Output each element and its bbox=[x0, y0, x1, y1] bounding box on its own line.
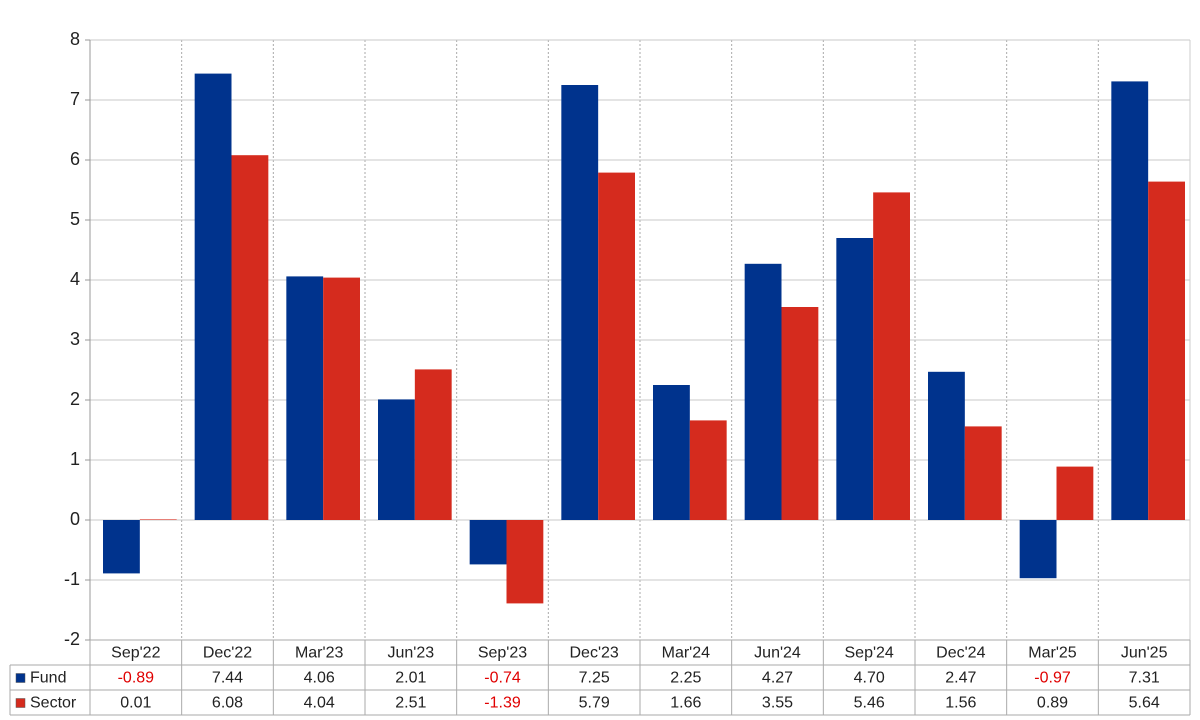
data-label: 2.51 bbox=[395, 695, 426, 712]
x-tick-label: Mar'23 bbox=[295, 645, 344, 662]
legend-swatch bbox=[15, 698, 26, 708]
bar bbox=[1019, 520, 1057, 579]
legend-label: Sector bbox=[30, 695, 77, 712]
bar bbox=[506, 520, 544, 604]
data-label: 2.47 bbox=[945, 670, 976, 687]
data-label: -1.39 bbox=[484, 695, 521, 712]
bar bbox=[286, 276, 324, 520]
bar bbox=[378, 399, 415, 520]
y-tick-label: 7 bbox=[70, 89, 80, 109]
x-tick-label: Dec'24 bbox=[936, 645, 985, 662]
x-tick-label: Sep'24 bbox=[845, 645, 894, 662]
bar bbox=[598, 172, 635, 520]
bar bbox=[231, 155, 269, 520]
bar bbox=[561, 85, 599, 520]
data-label: 5.46 bbox=[854, 695, 885, 712]
bar bbox=[836, 238, 874, 520]
data-label: -0.89 bbox=[118, 670, 155, 687]
bar bbox=[653, 385, 690, 520]
bar bbox=[781, 307, 819, 520]
legend-swatch bbox=[15, 673, 26, 683]
bar bbox=[414, 369, 452, 520]
x-tick-label: Dec'23 bbox=[570, 645, 619, 662]
x-tick-label: Mar'25 bbox=[1028, 645, 1077, 662]
x-tick-label: Dec'22 bbox=[203, 645, 252, 662]
x-tick-label: Jun'23 bbox=[388, 645, 435, 662]
y-tick-label: 0 bbox=[70, 509, 80, 529]
data-label: 4.04 bbox=[304, 695, 335, 712]
data-label: 5.64 bbox=[1129, 695, 1160, 712]
data-label: 0.89 bbox=[1037, 695, 1068, 712]
data-label: 1.56 bbox=[945, 695, 976, 712]
bar bbox=[873, 192, 910, 520]
data-label: 7.25 bbox=[579, 670, 610, 687]
data-label: -0.97 bbox=[1034, 670, 1071, 687]
y-tick-label: 8 bbox=[70, 29, 80, 49]
bar bbox=[1056, 466, 1094, 520]
data-label: 2.25 bbox=[670, 670, 701, 687]
x-tick-label: Jun'24 bbox=[754, 645, 801, 662]
bar bbox=[964, 426, 1002, 520]
legend-label: Fund bbox=[30, 670, 66, 687]
bar bbox=[469, 520, 507, 565]
data-label: 3.55 bbox=[762, 695, 793, 712]
y-tick-label: -2 bbox=[64, 629, 80, 649]
bar bbox=[1111, 81, 1149, 521]
bar bbox=[323, 277, 360, 520]
bar bbox=[139, 519, 177, 520]
data-label: 6.08 bbox=[212, 695, 243, 712]
data-label: 1.66 bbox=[670, 695, 701, 712]
y-tick-label: 5 bbox=[70, 209, 80, 229]
bar bbox=[1148, 181, 1185, 520]
x-tick-label: Sep'22 bbox=[111, 645, 160, 662]
x-tick-label: Mar'24 bbox=[662, 645, 711, 662]
x-tick-label: Jun'25 bbox=[1121, 645, 1168, 662]
bar bbox=[689, 420, 727, 520]
data-label: 4.27 bbox=[762, 670, 793, 687]
y-tick-label: 4 bbox=[70, 269, 80, 289]
data-label: 4.70 bbox=[854, 670, 885, 687]
bar bbox=[744, 263, 782, 520]
bar bbox=[928, 371, 965, 520]
data-label: -0.74 bbox=[484, 670, 521, 687]
y-tick-label: 6 bbox=[70, 149, 80, 169]
bar bbox=[103, 520, 140, 574]
x-tick-label: Sep'23 bbox=[478, 645, 527, 662]
y-tick-label: 1 bbox=[70, 449, 80, 469]
y-tick-label: -1 bbox=[64, 569, 80, 589]
data-label: 7.31 bbox=[1129, 670, 1160, 687]
bar bbox=[194, 73, 232, 520]
data-label: 7.44 bbox=[212, 670, 243, 687]
data-label: 4.06 bbox=[304, 670, 335, 687]
y-tick-label: 2 bbox=[70, 389, 80, 409]
data-label: 2.01 bbox=[395, 670, 426, 687]
data-label: 5.79 bbox=[579, 695, 610, 712]
data-label: 0.01 bbox=[120, 695, 151, 712]
y-tick-label: 3 bbox=[70, 329, 80, 349]
